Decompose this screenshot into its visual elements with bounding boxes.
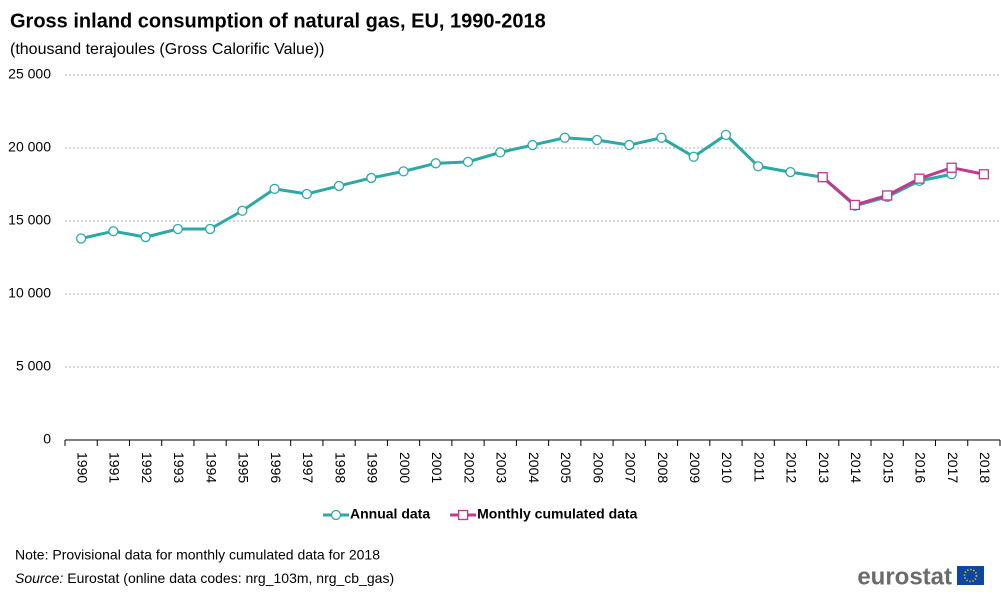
x-tick-label: 2001 — [429, 452, 445, 483]
y-tick-label: 20 000 — [8, 139, 51, 155]
x-tick-label: 1993 — [171, 452, 187, 483]
x-tick-label: 2007 — [623, 452, 639, 483]
x-tick-label: 2014 — [848, 452, 864, 483]
source-label: Source: — [15, 570, 63, 586]
x-tick-label: 2012 — [784, 452, 800, 483]
x-tick-label: 1997 — [300, 452, 316, 483]
x-tick-label: 2009 — [687, 452, 703, 483]
chart-subtitle: (thousand terajoules (Gross Calorific Va… — [10, 41, 325, 58]
x-tick-label: 2000 — [397, 452, 413, 483]
circle-marker — [591, 134, 603, 146]
x-tick-label: 1990 — [74, 452, 90, 483]
circle-marker — [720, 129, 732, 141]
x-tick-label: 2002 — [461, 452, 477, 483]
x-tick-label: 1995 — [236, 452, 252, 483]
legend-marker — [457, 509, 469, 521]
source: Source: Eurostat (online data codes: nrg_… — [15, 570, 394, 586]
chart-title: Gross inland consumption of natural gas,… — [10, 10, 546, 32]
x-tick-label: 2013 — [816, 452, 832, 483]
circle-marker — [527, 139, 538, 151]
circle-marker — [785, 166, 796, 178]
circle-marker — [366, 172, 377, 184]
x-tick-label: 2008 — [655, 452, 671, 483]
circle-marker — [172, 223, 183, 235]
square-marker — [946, 162, 957, 173]
x-tick-label: 2003 — [494, 452, 510, 483]
circle-marker — [108, 226, 119, 237]
x-tick-label: 2006 — [590, 452, 606, 483]
square-marker — [849, 199, 861, 211]
square-marker — [817, 172, 828, 183]
legend-marker — [330, 509, 342, 521]
legend: Annual data Monthly cumulated data — [323, 506, 638, 522]
x-tick-label: 1994 — [203, 452, 219, 483]
square-marker — [882, 190, 893, 201]
circle-marker — [140, 231, 151, 243]
legend-label: Monthly cumulated data — [477, 506, 637, 522]
note: Note: Provisional data for monthly cumul… — [15, 547, 380, 563]
circle-marker — [269, 183, 280, 195]
x-tick-label: 2018 — [977, 452, 993, 483]
y-tick-label: 10 000 — [8, 285, 51, 301]
circle-marker — [333, 180, 345, 192]
x-tick-label: 2004 — [526, 452, 542, 483]
x-tick-label: 2010 — [719, 452, 735, 483]
legend-label: Annual data — [350, 506, 430, 522]
circle-marker — [656, 132, 667, 143]
x-tick-label: 1992 — [139, 452, 155, 483]
logo-text: eurostat — [857, 563, 952, 590]
x-tick-label: 1991 — [107, 452, 123, 483]
y-tick-label: 5 000 — [16, 358, 51, 374]
x-tick-label: 2017 — [945, 452, 961, 483]
x-tick-label: 1998 — [332, 452, 348, 483]
circle-marker — [753, 161, 764, 172]
y-tick-label: 25 000 — [8, 66, 51, 82]
square-marker — [914, 173, 925, 184]
x-tick-label: 1999 — [365, 452, 381, 483]
circle-marker — [495, 147, 506, 158]
x-tick-label: 2016 — [913, 452, 929, 483]
circle-marker — [75, 233, 87, 244]
x-tick-label: 2015 — [880, 452, 896, 483]
y-tick-label: 0 — [43, 431, 51, 447]
circle-marker — [237, 205, 248, 216]
source-text: Eurostat (online data codes: nrg_103m, n… — [67, 570, 394, 586]
x-tick-label: 1996 — [268, 452, 284, 483]
circle-marker — [204, 223, 216, 235]
circle-marker — [398, 166, 409, 177]
circle-marker — [559, 132, 570, 143]
flag — [957, 566, 984, 585]
series-line — [80, 132, 952, 240]
circle-marker — [430, 158, 441, 169]
flag-stars — [963, 568, 978, 583]
square-marker — [978, 169, 990, 180]
circle-marker — [462, 156, 474, 168]
circle-marker — [301, 188, 312, 200]
x-tick-label: 2011 — [751, 452, 767, 482]
y-tick-label: 15 000 — [8, 212, 51, 228]
eu-flag — [957, 566, 984, 585]
circle-marker — [688, 151, 699, 162]
x-tick-label: 2005 — [558, 452, 574, 483]
circle-marker — [624, 139, 635, 151]
series-line — [821, 166, 985, 207]
